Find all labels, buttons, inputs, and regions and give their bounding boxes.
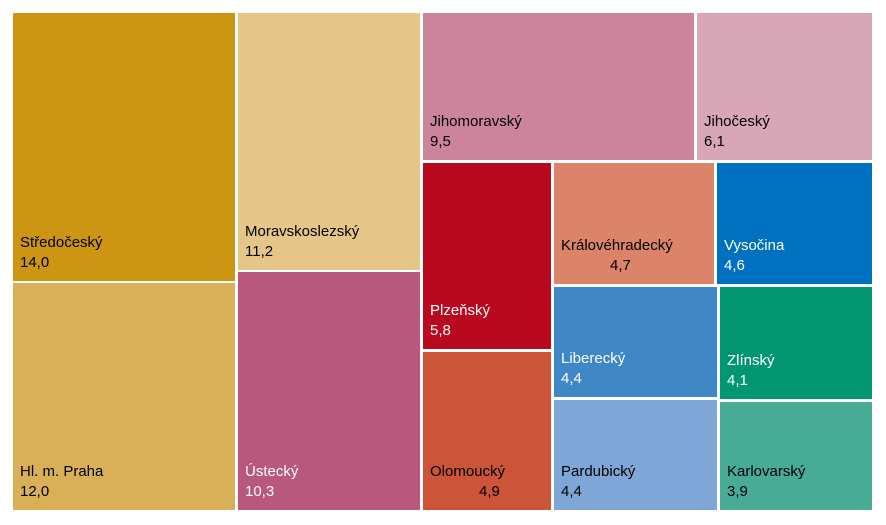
tile-hl-m-praha: Hl. m. Praha 12,0 xyxy=(13,283,235,510)
tile-value: 10,3 xyxy=(245,483,275,500)
tile-name: Liberecký xyxy=(561,350,626,367)
tile-value: 6,1 xyxy=(704,133,725,150)
tile-label: Moravskoslezský 11,2 xyxy=(245,222,359,262)
tile-zl-nsk-: Zlínský 4,1 xyxy=(720,287,872,399)
tile-st-edo-esk-: Středočeský 14,0 xyxy=(13,13,235,281)
tile-value: 4,9 xyxy=(479,483,500,500)
tile-label: Olomoucký 4,9 xyxy=(430,462,505,502)
tile-label: Hl. m. Praha 12,0 xyxy=(20,462,103,502)
tile-label: Ústecký 10,3 xyxy=(245,462,298,502)
tile-jiho-esk-: Jihočeský 6,1 xyxy=(697,13,872,160)
tile-value: 3,9 xyxy=(727,483,748,500)
tile-name: Vysočina xyxy=(724,237,785,254)
tile-moravskoslezsk-: Moravskoslezský 11,2 xyxy=(238,13,420,270)
tile-name: Karlovarský xyxy=(727,463,806,480)
tile-karlovarsk-: Karlovarský 3,9 xyxy=(720,402,872,510)
tile-value: 14,0 xyxy=(20,254,50,271)
tile-name: Středočeský xyxy=(20,234,103,251)
tile-name: Ústecký xyxy=(245,463,299,480)
tile-jihomoravsk-: Jihomoravský 9,5 xyxy=(423,13,694,160)
tile-label: Jihočeský 6,1 xyxy=(704,112,770,152)
tile-label: Královéhradecký 4,7 xyxy=(561,236,673,276)
tile--steck-: Ústecký 10,3 xyxy=(238,272,420,510)
tile-name: Pardubický xyxy=(561,463,636,480)
tile-name: Zlínský xyxy=(727,352,775,369)
tile-value: 12,0 xyxy=(20,483,50,500)
tile-value: 4,4 xyxy=(561,370,582,387)
tile-olomouck-: Olomoucký 4,9 xyxy=(423,352,551,510)
tile-libereck-: Liberecký 4,4 xyxy=(554,287,717,397)
tile-value: 4,7 xyxy=(610,257,631,274)
tile-label: Liberecký 4,4 xyxy=(561,349,625,389)
tile-label: Vysočina 4,6 xyxy=(724,236,784,276)
tile-label: Jihomoravský 9,5 xyxy=(430,112,522,152)
tile-label: Zlínský 4,1 xyxy=(727,351,775,391)
tile-name: Jihomoravský xyxy=(430,113,522,130)
tile-name: Královéhradecký xyxy=(561,237,673,254)
tile-vyso-ina: Vysočina 4,6 xyxy=(717,163,872,284)
tile-name: Olomoucký xyxy=(430,463,506,480)
tile-value: 9,5 xyxy=(430,133,451,150)
tile-name: Moravskoslezský xyxy=(245,223,360,240)
tile-value: 5,8 xyxy=(430,322,451,339)
tile-label: Karlovarský 3,9 xyxy=(727,462,805,502)
tile-label: Plzeňský 5,8 xyxy=(430,301,490,341)
tile-pardubick-: Pardubický 4,4 xyxy=(554,400,717,510)
tile-value: 4,6 xyxy=(724,257,745,274)
tile-label: Středočeský 14,0 xyxy=(20,233,103,273)
tile-name: Jihočeský xyxy=(704,113,770,130)
tile-value: 4,4 xyxy=(561,483,582,500)
tile-name: Hl. m. Praha xyxy=(20,463,104,480)
tile-name: Plzeňský xyxy=(430,302,491,319)
tile-value: 11,2 xyxy=(245,243,274,260)
tile-kr-lov-hradeck-: Královéhradecký 4,7 xyxy=(554,163,714,284)
tile-label: Pardubický 4,4 xyxy=(561,462,635,502)
tile-value: 4,1 xyxy=(727,372,748,389)
tile-plze-sk-: Plzeňský 5,8 xyxy=(423,163,551,349)
